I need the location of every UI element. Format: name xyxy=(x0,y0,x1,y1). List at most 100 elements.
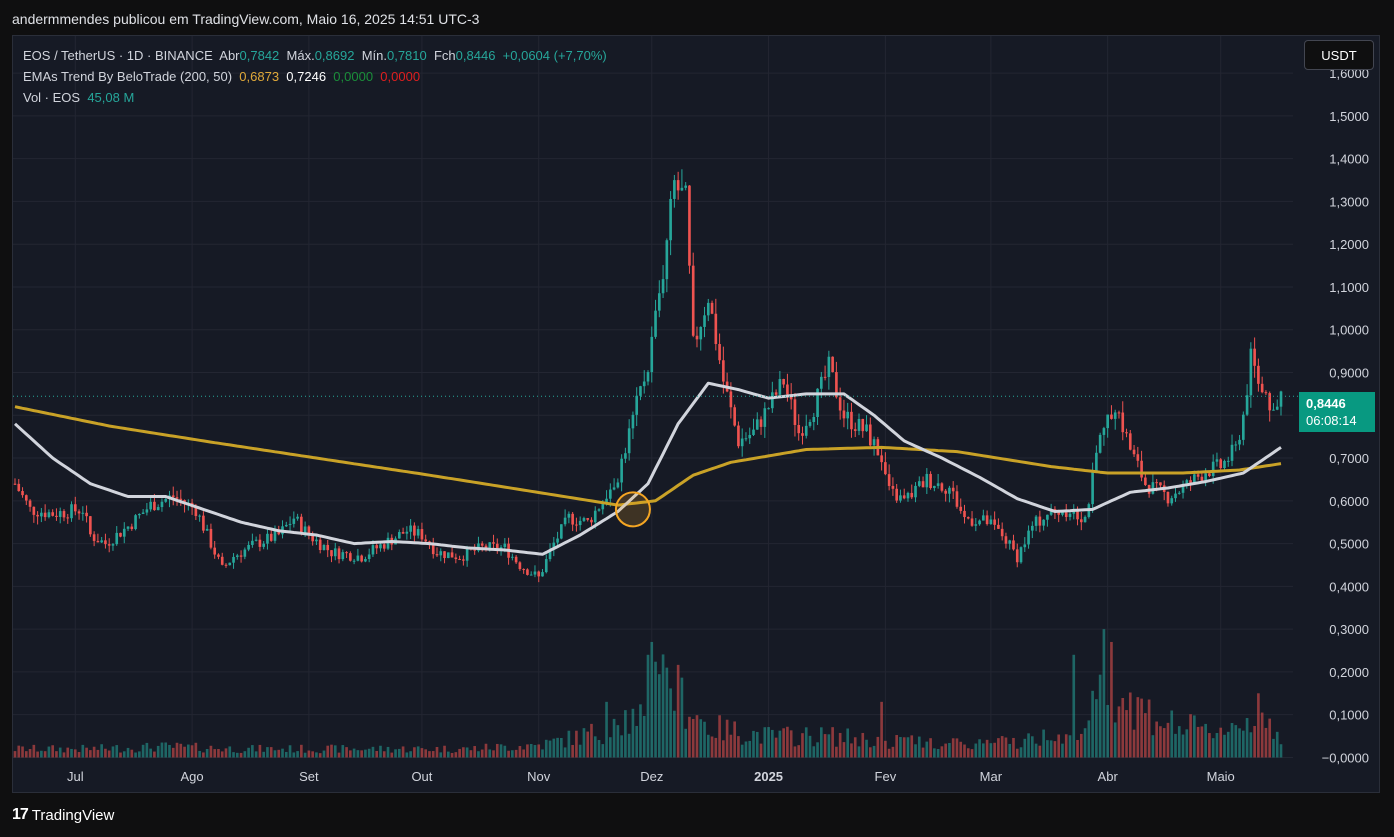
ema-value-3: 0,0000 xyxy=(333,69,374,84)
volume-bar xyxy=(804,727,808,758)
volume-bar xyxy=(469,750,473,758)
volume-bar xyxy=(609,737,612,758)
candle-body xyxy=(597,509,601,511)
candle-body xyxy=(134,515,137,530)
ema-indicator-title[interactable]: EMAs Trend By BeloTrade (200, 50) xyxy=(23,69,233,84)
candle-body xyxy=(1027,530,1030,545)
volume-bar xyxy=(55,751,58,758)
volume-bar xyxy=(345,747,348,758)
candle-body xyxy=(940,483,944,491)
volume-bar xyxy=(153,751,156,758)
candle-body xyxy=(258,539,262,547)
volume-bar xyxy=(884,740,887,758)
volume-bar xyxy=(258,744,262,758)
candle-body xyxy=(473,549,476,551)
candle-body xyxy=(1023,544,1027,548)
volume-bar xyxy=(1095,699,1098,758)
candle-body xyxy=(171,495,175,498)
currency-button[interactable]: USDT xyxy=(1304,40,1374,70)
volume-bar xyxy=(1245,718,1249,758)
volume-bar xyxy=(925,741,929,758)
candle-body xyxy=(1038,516,1042,526)
volume-bar xyxy=(134,752,137,758)
candle-body xyxy=(1102,428,1106,435)
candle-body xyxy=(703,315,706,327)
candle-body xyxy=(32,506,36,515)
volume-bar xyxy=(175,742,179,758)
candle-body xyxy=(669,198,672,241)
candle-body xyxy=(1159,482,1162,486)
candle-body xyxy=(529,574,533,576)
chart-pane[interactable]: 1,6000 1,5000 1,4000 1,3000 1,2000 1,1000 1,00… xyxy=(12,35,1380,793)
candle-body xyxy=(341,552,345,560)
volume-bar xyxy=(657,674,661,758)
volume-bar xyxy=(1226,731,1230,758)
volume-bar xyxy=(676,664,680,758)
volume-bar xyxy=(194,742,198,758)
volume-bar xyxy=(284,751,288,758)
volume-bar xyxy=(737,736,740,758)
volume-bar xyxy=(1211,738,1215,758)
candle-body xyxy=(850,411,853,430)
volume-bar xyxy=(394,749,397,758)
candle-body xyxy=(1204,473,1207,481)
candle-body xyxy=(831,356,834,373)
candle-body xyxy=(1008,540,1012,544)
candle-body xyxy=(895,488,898,501)
volume-bar xyxy=(695,715,699,758)
volume-bar xyxy=(906,737,910,758)
candle-body xyxy=(612,487,616,490)
volume-bar xyxy=(190,745,194,758)
volume-row: Vol · EOS 45,08 M xyxy=(23,87,607,108)
ohlc-row: EOS / TetherUS · 1D · BINANCE Abr0,7842 … xyxy=(23,45,607,66)
candle-body xyxy=(164,498,168,502)
candle-body xyxy=(47,512,51,518)
volume-bar xyxy=(1144,713,1147,758)
candle-body xyxy=(774,392,778,395)
footer-brand-label: TradingView xyxy=(31,806,115,824)
volume-bar xyxy=(831,727,834,758)
volume-bar xyxy=(428,751,431,758)
candle-body xyxy=(465,548,469,561)
candle-body xyxy=(887,474,891,486)
y-tick-label: 0,6000 xyxy=(1329,494,1369,509)
volume-bar xyxy=(586,731,590,758)
ema-50-line xyxy=(13,381,1282,556)
price-chart[interactable]: 1,60001,50001,40001,30001,20001,10001,00… xyxy=(13,36,1379,792)
volume-bar xyxy=(232,752,235,758)
symbol-label[interactable]: EOS / TetherUS · 1D · BINANCE xyxy=(23,48,213,63)
candle-body xyxy=(593,510,597,523)
volume-bar xyxy=(548,740,552,758)
candle-body xyxy=(514,556,518,563)
volume-bar xyxy=(706,734,710,758)
candle-body xyxy=(1068,513,1072,517)
candle-body xyxy=(1106,414,1109,429)
footer-brand[interactable]: 17 TradingView xyxy=(12,806,114,824)
candle-body xyxy=(175,497,179,499)
volume-bar xyxy=(1061,743,1064,758)
volume-bar xyxy=(601,744,605,758)
candle-body xyxy=(541,572,544,577)
volume-bar xyxy=(631,708,635,758)
volume-bar xyxy=(36,751,39,758)
volume-bar xyxy=(782,728,785,758)
volume-bar xyxy=(1155,721,1158,758)
volume-bar xyxy=(24,751,28,758)
volume-bar xyxy=(820,727,823,758)
candle-body xyxy=(126,526,130,529)
last-price-value: 0,8446 xyxy=(1306,396,1346,411)
volume-bar xyxy=(838,732,842,758)
candle-body xyxy=(1117,412,1121,414)
volume-bar xyxy=(198,750,201,758)
candle-body xyxy=(657,293,661,311)
volume-bar xyxy=(526,744,529,758)
volume-bar xyxy=(435,746,439,758)
volume-bar xyxy=(352,748,356,758)
candle-body xyxy=(130,526,134,530)
volume-title[interactable]: Vol · EOS xyxy=(23,90,81,105)
candle-body xyxy=(985,515,989,525)
candle-body xyxy=(737,425,740,447)
volume-bar xyxy=(492,750,495,758)
candle-body xyxy=(141,512,145,514)
volume-bar xyxy=(1125,710,1128,758)
